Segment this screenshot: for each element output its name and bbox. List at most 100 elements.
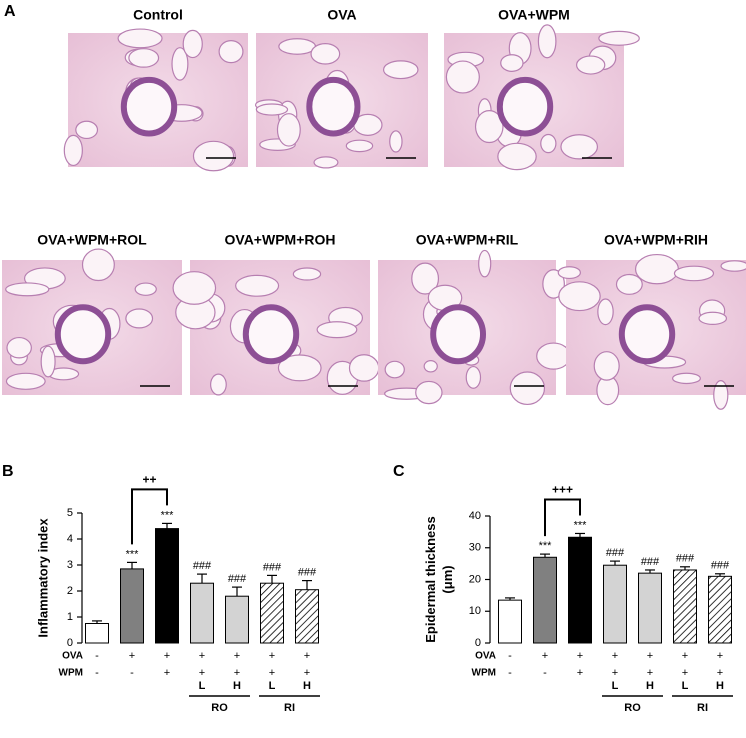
treatment-symbol: + <box>234 650 240 662</box>
treatment-symbol: + <box>269 667 275 679</box>
comparison-bracket <box>131 488 168 545</box>
alveolus <box>348 354 380 382</box>
y-tick-label: 4 <box>67 533 73 545</box>
alveolus <box>713 380 729 410</box>
image-title: OVA+WPM+ROL <box>37 232 147 248</box>
treatment-name: WPM <box>472 668 496 679</box>
bar <box>85 623 109 644</box>
alveolus <box>500 54 524 72</box>
bar <box>295 589 319 644</box>
bar <box>260 582 284 644</box>
alveolus <box>542 269 565 299</box>
micrograph <box>378 249 571 406</box>
micrograph <box>557 253 746 410</box>
y-tick-label: 0 <box>475 637 481 649</box>
significance-label: *** <box>161 509 175 521</box>
y-tick-label: 40 <box>469 510 481 522</box>
treatment-symbol: - <box>543 667 547 679</box>
treatment-symbol: + <box>542 650 548 662</box>
bar <box>225 595 249 644</box>
group-label: RO <box>211 702 228 714</box>
alveolus <box>540 133 557 154</box>
alveolus <box>474 110 504 144</box>
significance-label: ### <box>676 553 695 565</box>
airway <box>120 76 178 137</box>
y-axis-label: Inflammatory index <box>35 518 50 638</box>
treatment-symbol: + <box>612 650 618 662</box>
comparison-label: +++ <box>552 483 573 497</box>
alveolus <box>277 354 322 382</box>
group-label: RO <box>624 702 641 714</box>
bar <box>568 536 592 644</box>
alveolus <box>128 48 160 68</box>
significance-label: *** <box>574 519 588 531</box>
alveolus <box>5 282 50 297</box>
micrograph <box>63 28 248 172</box>
alveolus <box>445 60 480 94</box>
image-title: Control <box>133 7 183 23</box>
airway <box>618 304 676 365</box>
alveolus <box>313 156 339 169</box>
bar <box>120 568 144 644</box>
alveolus <box>593 351 620 381</box>
alveolus <box>389 130 403 153</box>
panel-label: C <box>393 463 405 480</box>
treatment-symbol: + <box>199 667 205 679</box>
alveolus <box>597 298 614 326</box>
alveolus <box>673 265 715 282</box>
treatment-symbol: + <box>269 650 275 662</box>
bar <box>498 599 522 644</box>
alveolus <box>720 260 746 272</box>
alveolus <box>345 139 374 153</box>
treatment-symbol: + <box>682 667 688 679</box>
alveolus <box>218 40 244 64</box>
group-label: RI <box>697 702 708 714</box>
y-axis-label: (μm) <box>440 565 455 593</box>
treatment-symbol: + <box>577 650 583 662</box>
dose-label: H <box>716 680 724 692</box>
bar <box>638 572 662 644</box>
y-tick-label: 3 <box>67 559 73 571</box>
airway <box>242 304 300 365</box>
bar <box>155 528 179 644</box>
treatment-symbol: + <box>577 667 583 679</box>
alveolus <box>172 271 217 305</box>
alveolus <box>134 282 157 296</box>
treatment-symbol: + <box>647 667 653 679</box>
alveolus <box>81 248 115 282</box>
image-title: OVA <box>327 7 356 23</box>
treatment-symbol: - <box>508 667 512 679</box>
treatment-symbol: + <box>717 650 723 662</box>
treatment-symbol: - <box>95 650 99 662</box>
alveolus <box>598 30 640 46</box>
image-title: OVA+WPM+RIL <box>416 232 519 248</box>
image-title: OVA+WPM <box>498 7 570 23</box>
alveolus <box>75 120 99 140</box>
alveolus <box>537 24 557 59</box>
treatment-name: OVA <box>475 651 496 662</box>
alveolus <box>40 345 56 378</box>
airway <box>430 304 487 365</box>
dose-label: L <box>199 680 206 692</box>
alveolus <box>292 267 322 281</box>
alveolus <box>5 372 46 390</box>
significance-label: ### <box>606 547 625 559</box>
alveolus <box>192 140 235 172</box>
alveolus <box>171 47 189 81</box>
treatment-symbol: + <box>129 650 135 662</box>
bar <box>673 569 697 644</box>
alveolus <box>560 134 599 160</box>
alveolus <box>210 373 227 396</box>
panel-label: B <box>2 463 14 480</box>
alveolus <box>415 380 443 405</box>
alveolus <box>6 336 32 359</box>
significance-label: ### <box>641 556 660 568</box>
alveolus <box>117 28 163 49</box>
bar <box>190 582 214 644</box>
treatment-symbol: + <box>717 667 723 679</box>
treatment-symbol: + <box>199 650 205 662</box>
treatment-symbol: + <box>234 667 240 679</box>
alveolus <box>382 60 419 80</box>
bar <box>603 564 627 644</box>
